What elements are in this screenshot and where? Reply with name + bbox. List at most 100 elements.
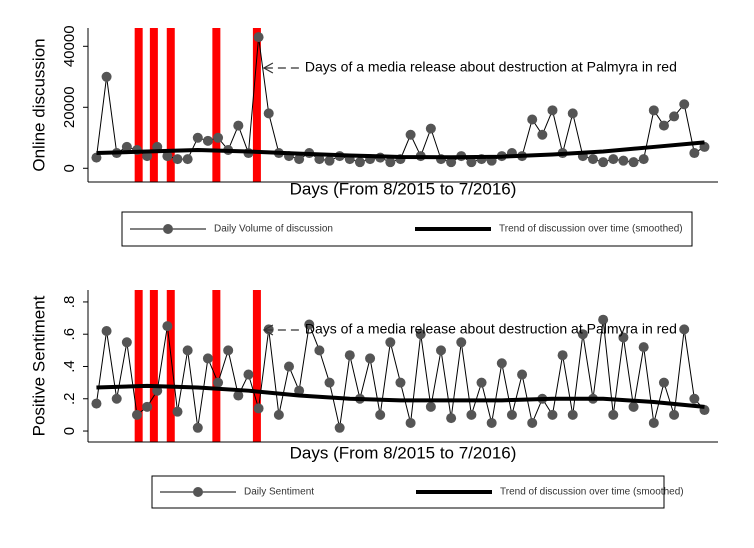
point: [588, 154, 599, 165]
point: [598, 314, 609, 325]
point: [466, 409, 477, 420]
annotation: Days of a media release about destructio…: [305, 321, 677, 337]
point: [192, 422, 203, 433]
point: [436, 345, 447, 356]
y-tick-label: 0: [61, 427, 78, 435]
point: [446, 413, 457, 424]
point: [294, 154, 305, 165]
y-tick-label: 20000: [61, 86, 78, 128]
point: [628, 401, 639, 412]
point: [314, 154, 325, 165]
point: [121, 141, 132, 152]
point: [273, 409, 284, 420]
point: [476, 377, 487, 388]
point: [527, 114, 538, 125]
point: [314, 345, 325, 356]
point: [334, 422, 345, 433]
point: [638, 154, 649, 165]
point: [243, 369, 254, 380]
point: [608, 409, 619, 420]
point: [486, 417, 497, 428]
point: [466, 157, 477, 168]
point: [223, 345, 234, 356]
point: [537, 129, 548, 140]
point: [304, 319, 315, 330]
point: [213, 132, 224, 143]
y-axis-title: Positive Sentiment: [29, 295, 48, 436]
arrow-head: [262, 324, 274, 336]
point: [91, 398, 102, 409]
legend-box: [121, 211, 693, 247]
point: [547, 409, 558, 420]
point: [253, 32, 264, 43]
point: [405, 129, 416, 140]
point: [689, 393, 700, 404]
x-axis-title: Days (From 8/2015 to 7/2016): [290, 179, 517, 198]
point: [405, 417, 416, 428]
point: [172, 406, 183, 417]
point: [375, 409, 386, 420]
point: [567, 108, 578, 119]
point: [557, 350, 568, 361]
point: [111, 393, 122, 404]
point: [547, 105, 558, 116]
point: [162, 321, 173, 332]
legend-marker: [193, 487, 203, 497]
point: [618, 332, 629, 343]
point: [365, 353, 376, 364]
y-tick-label: .2: [61, 392, 78, 405]
legend-label: Daily Volume of discussion: [214, 224, 333, 235]
point: [567, 409, 578, 420]
y-axis-title: Online discussion: [29, 38, 48, 171]
point: [669, 111, 680, 122]
point: [142, 401, 153, 412]
point: [506, 409, 517, 420]
point: [202, 353, 213, 364]
point: [425, 401, 436, 412]
y-tick-label: 0: [61, 164, 78, 172]
point: [395, 377, 406, 388]
highlight-band: [252, 28, 261, 182]
point: [638, 342, 649, 353]
point: [577, 329, 588, 340]
point: [658, 377, 669, 388]
point: [182, 345, 193, 356]
arrow-head: [262, 62, 274, 74]
point: [283, 361, 294, 372]
point: [628, 157, 639, 168]
point: [679, 324, 690, 335]
point: [101, 71, 112, 82]
point: [344, 350, 355, 361]
point: [385, 337, 396, 348]
point: [425, 123, 436, 134]
highlight-band: [149, 28, 158, 182]
point: [324, 377, 335, 388]
point: [324, 155, 335, 166]
legend-label: Trend of discussion over time (smoothed): [500, 487, 684, 498]
highlight-band: [134, 28, 143, 182]
point: [192, 132, 203, 143]
y-tick-label: .4: [61, 360, 78, 373]
point: [131, 409, 142, 420]
highlight-band: [166, 28, 175, 182]
point: [354, 157, 365, 168]
highlight-band: [134, 290, 143, 442]
point: [121, 337, 132, 348]
highlight-band: [212, 290, 221, 442]
point: [294, 385, 305, 396]
point: [689, 148, 700, 159]
y-tick-label: .8: [61, 296, 78, 309]
point: [233, 120, 244, 131]
point: [182, 154, 193, 165]
annotation: Days of a media release about destructio…: [305, 59, 677, 75]
legend-label: Trend of discussion over time (smoothed): [499, 224, 683, 235]
point: [213, 377, 224, 388]
legend-marker: [163, 224, 173, 234]
trend-line: [96, 140, 705, 160]
highlight-band: [166, 290, 175, 442]
point: [202, 135, 213, 146]
point: [679, 99, 690, 110]
legend-box: [151, 475, 665, 509]
point: [648, 417, 659, 428]
